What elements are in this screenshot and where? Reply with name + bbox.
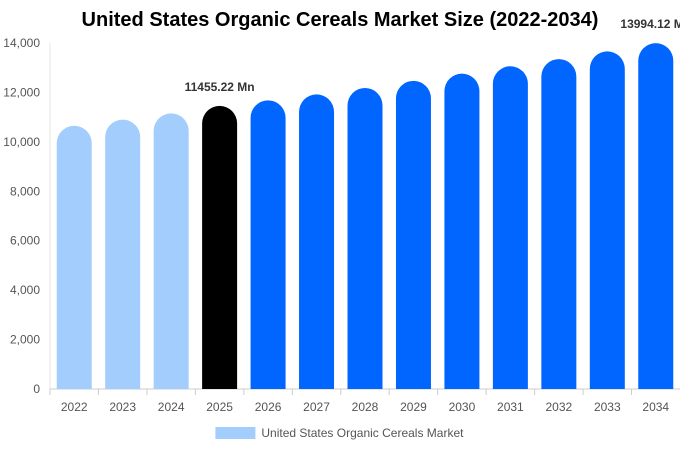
x-tick-label: 2031: [497, 400, 524, 414]
x-tick-label: 2030: [449, 400, 476, 414]
bar-2030[interactable]: [444, 73, 480, 389]
data-label-2025: 11455.22 Mn: [185, 80, 255, 94]
y-axis: 0 2,000 4,000 6,000 8,000 10,000 12,000 14,000: [3, 36, 51, 396]
y-tick-label: 2,000: [10, 333, 40, 347]
data-labels-group: 11455.22 Mn 13994.12 Mn: [185, 17, 680, 94]
x-tick-label: 2027: [303, 400, 330, 414]
y-tick-label: 6,000: [10, 234, 40, 248]
y-tick-label: 0: [33, 382, 40, 396]
legend[interactable]: United States Organic Cereals Market: [215, 426, 464, 440]
x-tick-label: 2032: [545, 400, 572, 414]
x-tick-label: 2026: [255, 400, 282, 414]
data-label-2034: 13994.12 Mn: [620, 17, 680, 31]
x-tick-label: 2024: [158, 400, 185, 414]
bar-2025[interactable]: [202, 105, 238, 389]
x-tick-label: 2034: [642, 400, 669, 414]
y-tick-label: 12,000: [3, 85, 40, 99]
y-tick-label: 14,000: [3, 36, 40, 50]
x-tick-label: 2025: [206, 400, 233, 414]
bar-2026[interactable]: [250, 100, 286, 390]
x-tick-label: 2033: [594, 400, 621, 414]
bar-2028[interactable]: [347, 87, 383, 389]
x-tick-label: 2028: [352, 400, 379, 414]
bar-2033[interactable]: [589, 51, 625, 389]
bar-2032[interactable]: [541, 59, 577, 390]
bars-group: [56, 43, 674, 390]
x-axis: 2022 2023 2024 2025 2026 2027 2028 2029 2030 2031…: [49, 388, 680, 414]
y-tick-label: 10,000: [3, 135, 40, 149]
bar-2027[interactable]: [299, 94, 335, 390]
bar-2031[interactable]: [492, 66, 528, 389]
y-tick-label: 4,000: [10, 283, 40, 297]
legend-swatch[interactable]: [215, 427, 256, 439]
x-tick-label: 2023: [109, 400, 136, 414]
chart-title: United States Organic Cereals Market Siz…: [81, 9, 599, 31]
bar-2022[interactable]: [56, 125, 92, 390]
bar-2024[interactable]: [153, 113, 189, 389]
x-tick-label: 2022: [61, 400, 88, 414]
y-tick-label: 8,000: [10, 184, 40, 198]
bar-2023[interactable]: [105, 119, 141, 389]
bar-2034[interactable]: [638, 43, 674, 389]
x-tick-label: 2029: [400, 400, 427, 414]
legend-label[interactable]: United States Organic Cereals Market: [261, 426, 464, 440]
bar-2029[interactable]: [395, 80, 431, 389]
